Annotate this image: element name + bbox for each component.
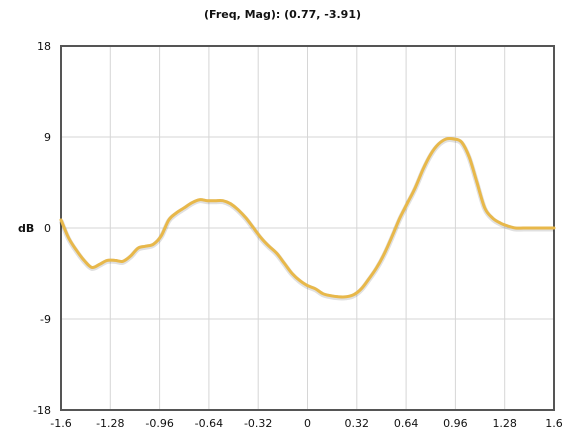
cursor-readout: (Freq, Mag): (0.77, -3.91) [203, 8, 361, 21]
y-tick-label: -9 [40, 313, 51, 326]
x-tick-label: 1.6 [545, 417, 563, 430]
y-tick-label: 9 [44, 131, 51, 144]
x-tick-label: -1.6 [50, 417, 71, 430]
y-tick-label: 0 [44, 222, 51, 235]
y-tick-label: 18 [37, 40, 51, 53]
grid-lines [60, 45, 555, 411]
x-tick-label: 0.32 [345, 417, 370, 430]
y-tick-label: -18 [33, 404, 51, 417]
x-axis-ticks: -1.6 -1.28 -0.96 -0.64 -0.32 0 0.32 0.64 0.96 1.2… [50, 417, 562, 430]
x-tick-label: -0.64 [195, 417, 223, 430]
x-tick-label: 0.64 [394, 417, 419, 430]
y-axis-ticks: 18 9 0 -9 -18 [33, 40, 51, 417]
series-layer [58, 137, 556, 301]
x-tick-label: 0.96 [443, 417, 468, 430]
y-axis-label: dB [18, 222, 34, 235]
x-tick-label: 1.28 [492, 417, 517, 430]
x-tick-label: -0.32 [244, 417, 272, 430]
x-tick-label: 0 [304, 417, 311, 430]
x-tick-label: -0.96 [145, 417, 173, 430]
x-tick-label: -1.28 [96, 417, 124, 430]
series-line [59, 137, 556, 299]
